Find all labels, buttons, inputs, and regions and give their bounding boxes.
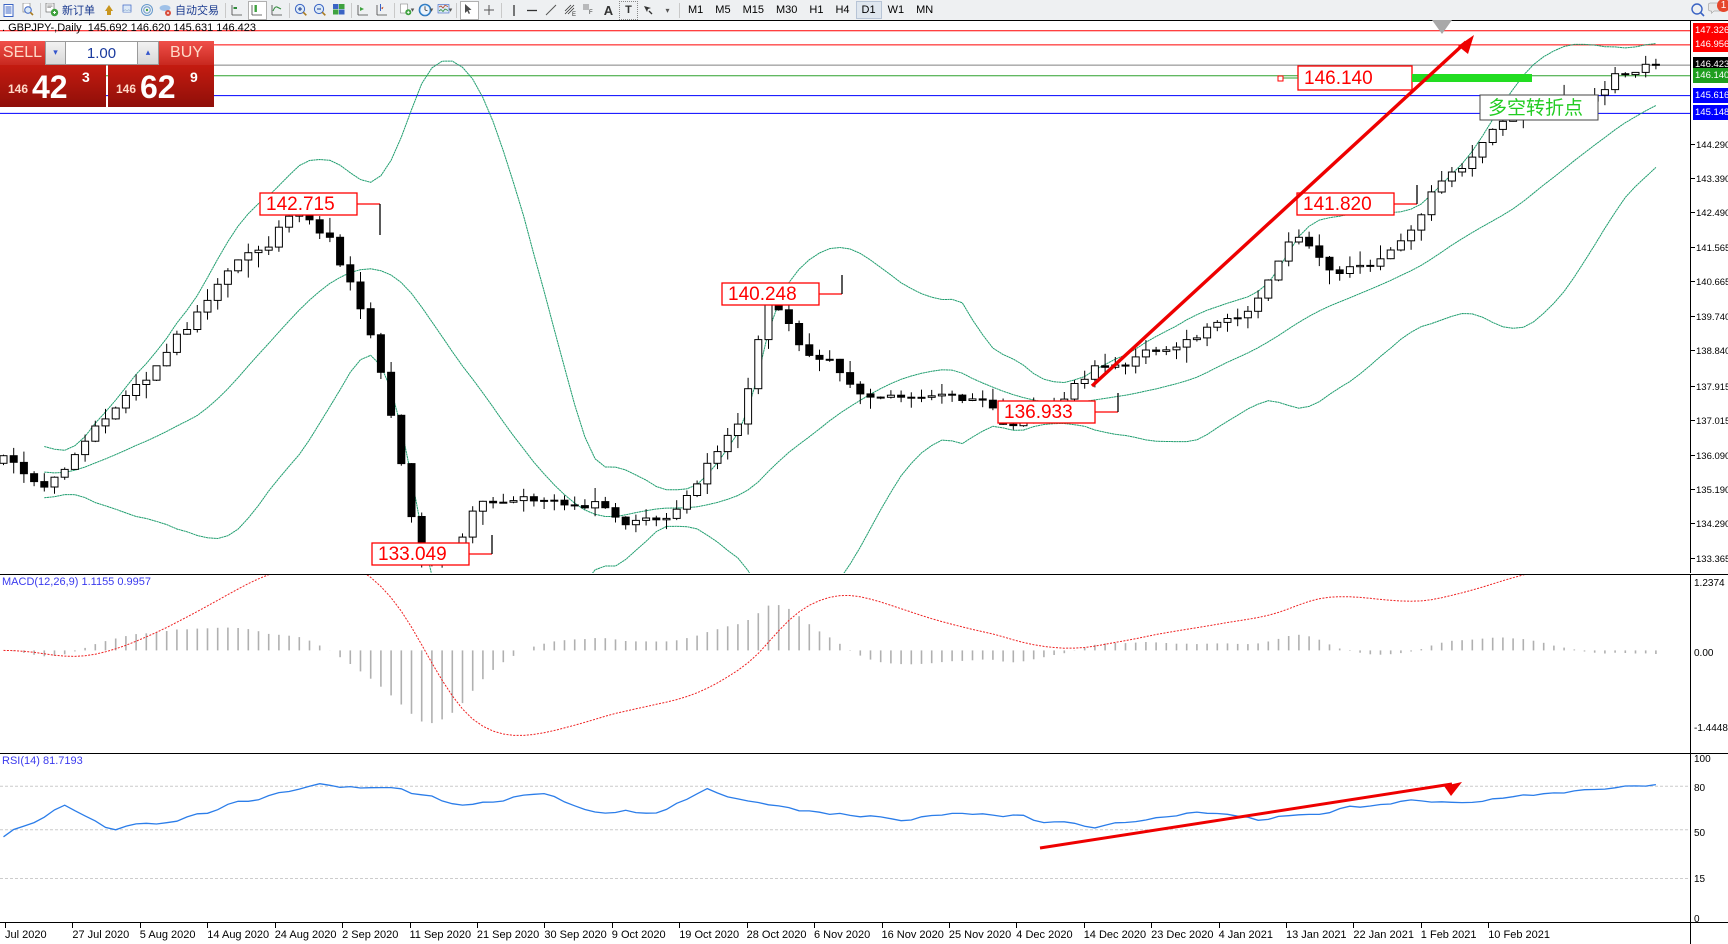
svg-text:F: F <box>589 10 593 16</box>
svg-text:E: E <box>572 12 576 18</box>
